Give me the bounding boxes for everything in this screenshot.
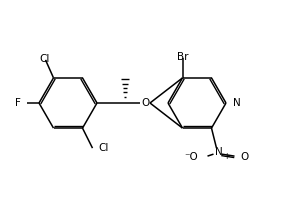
Text: Cl: Cl xyxy=(98,143,109,153)
Text: Cl: Cl xyxy=(39,54,50,64)
Text: Br: Br xyxy=(177,52,188,62)
Text: F: F xyxy=(15,98,21,108)
Text: O: O xyxy=(241,152,249,162)
Text: N: N xyxy=(215,147,223,157)
Text: N: N xyxy=(233,98,241,108)
Text: +: + xyxy=(223,152,230,161)
Text: ⁻O: ⁻O xyxy=(185,152,199,162)
Text: O: O xyxy=(141,98,149,108)
